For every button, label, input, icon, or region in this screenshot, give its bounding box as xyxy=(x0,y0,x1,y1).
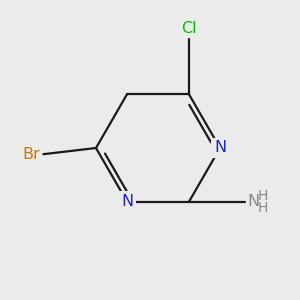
Text: Cl: Cl xyxy=(181,20,197,35)
Text: Br: Br xyxy=(22,147,40,162)
Text: H: H xyxy=(258,189,268,203)
Text: H: H xyxy=(258,201,268,215)
Text: N: N xyxy=(121,194,133,209)
Text: N: N xyxy=(214,140,226,155)
Text: N: N xyxy=(248,194,260,209)
